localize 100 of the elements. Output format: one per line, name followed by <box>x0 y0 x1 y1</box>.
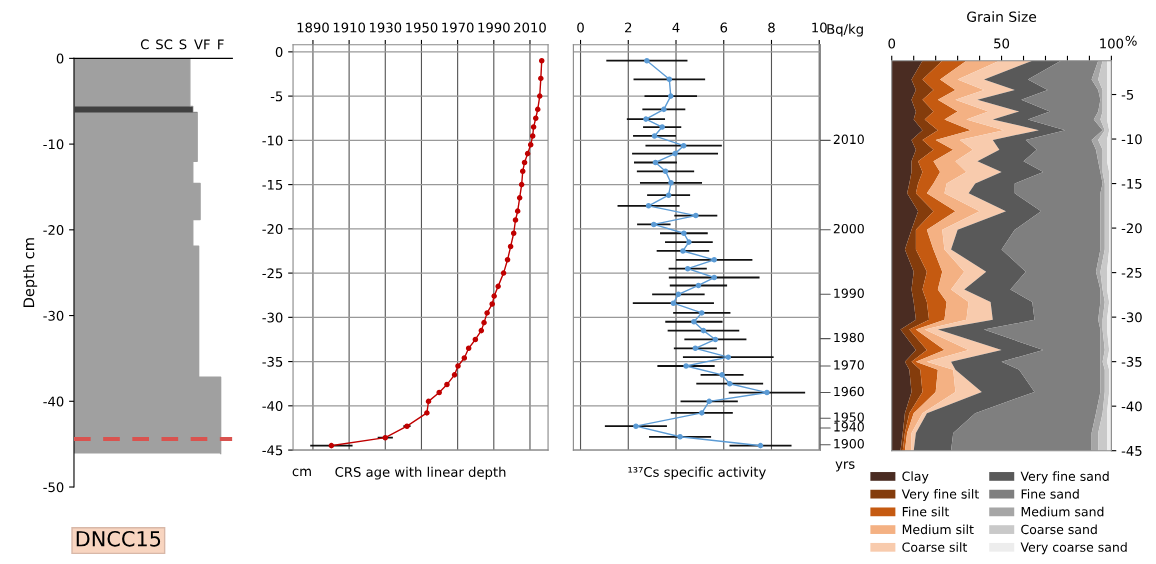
y-tick-label: -10 <box>262 135 283 146</box>
point <box>651 133 658 139</box>
point <box>478 327 485 334</box>
legend-label: Coarse sand <box>1021 524 1097 535</box>
y-tick-label: -25 <box>1121 267 1142 278</box>
point <box>534 106 541 113</box>
text: C <box>140 39 149 50</box>
x-tick-label: 2 <box>625 22 632 33</box>
point <box>686 239 692 245</box>
point <box>507 243 514 250</box>
text: Bq/kg <box>827 23 863 37</box>
y-tick-label: -20 <box>262 224 283 235</box>
point <box>461 355 468 361</box>
point <box>726 380 733 387</box>
point <box>444 381 450 388</box>
point <box>695 282 702 289</box>
point <box>500 270 507 276</box>
x-tick-label: 4 <box>672 22 680 33</box>
point <box>536 93 543 99</box>
point <box>651 221 657 228</box>
point <box>675 291 682 298</box>
legend-label: Coarse silt <box>902 542 968 552</box>
x-axis-title: CRS age with linear depth <box>335 466 506 480</box>
point <box>661 106 667 113</box>
y-tick-label: -30 <box>43 310 64 321</box>
point <box>668 180 674 186</box>
y-tick-label: 0 <box>275 47 283 58</box>
point <box>725 354 732 360</box>
y-tick-label: -40 <box>43 396 64 407</box>
point <box>677 434 683 440</box>
point <box>518 181 525 188</box>
point <box>633 423 639 429</box>
point <box>662 168 669 175</box>
text: cm <box>292 468 311 477</box>
point <box>472 336 479 343</box>
point <box>424 410 430 416</box>
point <box>532 115 539 122</box>
point <box>495 283 501 290</box>
point <box>465 345 472 352</box>
point <box>527 141 534 148</box>
x-tick-label: 2010 <box>514 22 546 33</box>
point <box>382 434 389 441</box>
text: 1900 <box>834 438 864 449</box>
y-tick-label: 0 <box>56 53 64 64</box>
point <box>764 389 770 396</box>
x-tick-label: 1950 <box>406 22 438 33</box>
point <box>693 212 699 219</box>
point <box>652 159 659 166</box>
x-tick-label: 1890 <box>297 22 329 33</box>
y-tick-label: -15 <box>262 179 283 190</box>
point <box>692 345 699 352</box>
legend-label: Medium silt <box>902 524 974 535</box>
x-tick-label: 1990 <box>478 22 510 33</box>
text: F <box>218 39 224 50</box>
point <box>699 310 705 316</box>
point <box>680 142 687 149</box>
y-tick-label: -10 <box>43 139 64 150</box>
x-tick-label: 1930 <box>369 22 402 33</box>
y-tick-label: -45 <box>1121 446 1142 456</box>
point <box>538 75 544 82</box>
y-tick-label: -20 <box>1121 223 1142 234</box>
point <box>659 124 665 130</box>
legend-label: Very fine sand <box>1020 471 1109 484</box>
point <box>644 57 650 64</box>
x-tick-label: 6 <box>720 22 728 33</box>
text: DNCC15 <box>76 530 161 547</box>
point <box>757 442 764 449</box>
point <box>451 372 458 378</box>
point <box>684 265 691 272</box>
point <box>711 274 717 281</box>
point <box>719 372 725 378</box>
point <box>516 195 523 201</box>
text: S <box>179 39 187 50</box>
point <box>665 192 672 198</box>
point <box>425 398 432 405</box>
y-tick-label: -10 <box>1121 134 1142 145</box>
text: 1960 <box>834 386 864 397</box>
point <box>484 310 490 316</box>
point <box>666 76 673 83</box>
text: 1990 <box>834 288 864 298</box>
point <box>643 116 649 122</box>
x-tick-label: 1970 <box>442 22 474 33</box>
point <box>455 363 461 369</box>
y-tick-label: -40 <box>1121 401 1142 412</box>
text: 1980 <box>834 332 864 343</box>
legend-label: Fine sand <box>1021 489 1079 499</box>
point <box>699 410 705 416</box>
point <box>712 336 719 343</box>
point <box>529 133 536 139</box>
point <box>700 327 707 334</box>
chart-title: Grain Size <box>967 11 1037 22</box>
x-tick-label: 10 <box>812 22 827 33</box>
y-tick-label: -50 <box>43 482 64 493</box>
text: 2010 <box>833 134 864 145</box>
y-tick-label: -35 <box>1121 356 1142 367</box>
y-tick-label: -30 <box>1121 312 1142 323</box>
point <box>481 319 487 326</box>
x-tick-label: 8 <box>768 22 775 33</box>
text: VF <box>194 39 210 50</box>
y-tick-label: -40 <box>262 401 283 412</box>
